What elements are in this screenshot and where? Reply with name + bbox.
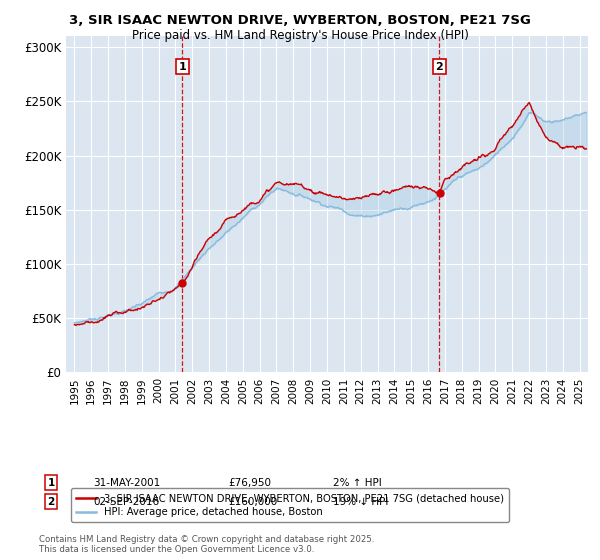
Text: 2: 2 [47, 497, 55, 507]
Text: 02-SEP-2016: 02-SEP-2016 [93, 497, 159, 507]
Text: 2: 2 [436, 62, 443, 72]
Legend: 3, SIR ISAAC NEWTON DRIVE, WYBERTON, BOSTON, PE21 7SG (detached house), HPI: Ave: 3, SIR ISAAC NEWTON DRIVE, WYBERTON, BOS… [71, 488, 509, 522]
Text: 31-MAY-2001: 31-MAY-2001 [93, 478, 160, 488]
Text: 2% ↑ HPI: 2% ↑ HPI [333, 478, 382, 488]
Text: 3, SIR ISAAC NEWTON DRIVE, WYBERTON, BOSTON, PE21 7SG: 3, SIR ISAAC NEWTON DRIVE, WYBERTON, BOS… [69, 14, 531, 27]
Text: Price paid vs. HM Land Registry's House Price Index (HPI): Price paid vs. HM Land Registry's House … [131, 29, 469, 42]
Text: Contains HM Land Registry data © Crown copyright and database right 2025.
This d: Contains HM Land Registry data © Crown c… [39, 535, 374, 554]
Text: 19% ↓ HPI: 19% ↓ HPI [333, 497, 388, 507]
Text: £76,950: £76,950 [228, 478, 271, 488]
Text: £160,000: £160,000 [228, 497, 277, 507]
Text: 1: 1 [47, 478, 55, 488]
Text: 1: 1 [178, 62, 186, 72]
